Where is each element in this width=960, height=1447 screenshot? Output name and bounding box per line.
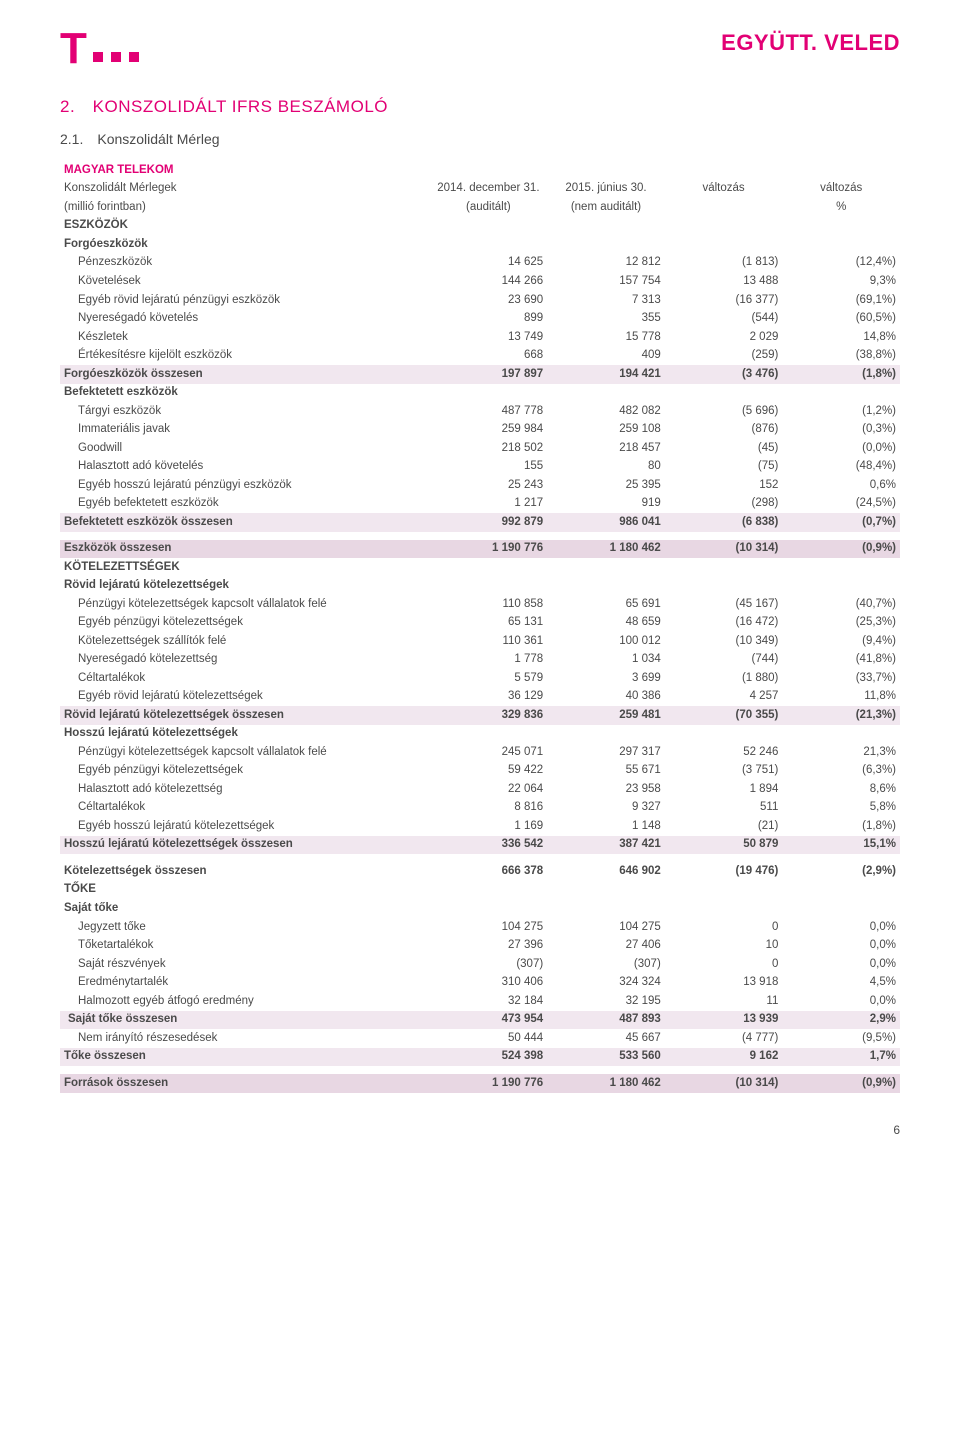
table-row: Egyéb pénzügyi kötelezettségek65 13148 6… [60,614,900,633]
company-name: MAGYAR TELEKOM [60,161,430,180]
table-row: Eredménytartalék310 406324 32413 9184,5% [60,974,900,993]
table-row: Tőke összesen524 398533 5609 1621,7% [60,1048,900,1067]
table-row: Követelések144 266157 75413 4889,3% [60,272,900,291]
table-row: Saját részvények(307)(307)00,0% [60,955,900,974]
table-row: ESZKÖZÖK [60,217,900,236]
table-row: Eszközök összesen1 190 7761 180 462(10 3… [60,540,900,559]
table-row: TŐKE [60,881,900,900]
slogan: EGYÜTT. VELED [721,30,900,56]
table-row: Konszolidált Mérlegek 2014. december 31.… [60,180,900,199]
table-row: Hosszú lejáratú kötelezettségek összesen… [60,836,900,855]
table-row: Immateriális javak259 984259 108(876)(0,… [60,421,900,440]
section-sajat-toke: Saját tőke [60,900,430,919]
table-row: Tőketartalékok27 39627 406100,0% [60,937,900,956]
table-row: Halasztott adó kötelezettség22 06423 958… [60,780,900,799]
table-row: Rövid lejáratú kötelezettségek összesen3… [60,706,900,725]
table-row: Egyéb pénzügyi kötelezettségek59 42255 6… [60,762,900,781]
logo-t-icon: T [60,30,83,67]
table-row: KÖTELEZETTSÉGEK [60,558,900,577]
table-row: Egyéb hosszú lejáratú pénzügyi eszközök2… [60,476,900,495]
section-eszkozok: ESZKÖZÖK [60,217,430,236]
logo: T [60,30,139,67]
page-header: T EGYÜTT. VELED [60,30,900,67]
table-row: Források összesen1 190 7761 180 462(10 3… [60,1074,900,1093]
hdr-subtitle-2: (millió forintban) [60,198,430,217]
table-row: MAGYAR TELEKOM [60,161,900,180]
table-row: Egyéb rövid lejáratú pénzügyi eszközök23… [60,291,900,310]
table-row: Pénzügyi kötelezettségek kapcsolt vállal… [60,595,900,614]
table-row: Értékesítésre kijelölt eszközök668409(25… [60,347,900,366]
logo-dots-icon [93,52,139,62]
table-row: Halmozott egyéb átfogó eredmény32 18432 … [60,992,900,1011]
section-toke: TŐKE [60,881,430,900]
table-row: Halasztott adó követelés15580(75)(48,4%) [60,458,900,477]
section-kotelezettsegek: KÖTELEZETTSÉGEK [60,558,430,577]
table-row: Saját tőke [60,900,900,919]
section-rovid: Rövid lejáratú kötelezettségek [60,577,430,596]
table-row: Nyereségadó kötelezettség1 7781 034(744)… [60,651,900,670]
page-number: 6 [60,1123,900,1137]
table-row: (millió forintban) (auditált) (nem audit… [60,198,900,217]
table-row: Egyéb rövid lejáratú kötelezettségek36 1… [60,688,900,707]
hdr-subtitle-1: Konszolidált Mérlegek [60,180,430,199]
table-row: Saját tőke összesen473 954487 89313 9392… [60,1011,900,1030]
section-forgo: Forgóeszközök [60,235,430,254]
hdr-col-4b: % [782,198,900,217]
subsection-title: 2.1. Konszolidált Mérleg [60,131,900,147]
table-row: Befektetett eszközök összesen992 879986 … [60,513,900,532]
table-row: Rövid lejáratú kötelezettségek [60,577,900,596]
table-row: Tárgyi eszközök487 778482 082(5 696)(1,2… [60,402,900,421]
table-row: Forgóeszközök [60,235,900,254]
table-row: Kötelezettségek szállítók felé110 361100… [60,632,900,651]
balance-sheet-table: MAGYAR TELEKOM Konszolidált Mérlegek 201… [60,161,900,1092]
table-row: Kötelezettségek összesen666 378646 902(1… [60,862,900,881]
table-row: Befektetett eszközök [60,384,900,403]
table-row: Céltartalékok8 8169 3275115,8% [60,799,900,818]
hdr-col-1: 2014. december 31. [430,180,548,199]
table-row: Egyéb hosszú lejáratú kötelezettségek1 1… [60,817,900,836]
hdr-col-3: változás [665,180,783,199]
section-befektetett: Befektetett eszközök [60,384,430,403]
section-hosszu: Hosszú lejáratú kötelezettségek [60,725,430,744]
table-row: Egyéb befektetett eszközök1 217919(298)(… [60,495,900,514]
table-row: Pénzügyi kötelezettségek kapcsolt vállal… [60,743,900,762]
table-row: Céltartalékok5 5793 699(1 880)(33,7%) [60,669,900,688]
table-row: Pénzeszközök14 62512 812(1 813)(12,4%) [60,254,900,273]
table-row: Nem irányító részesedések50 44445 667(4 … [60,1029,900,1048]
table-row: Jegyzett tőke104 275104 27500,0% [60,918,900,937]
table-row: Forgóeszközök összesen197 897194 421(3 4… [60,365,900,384]
table-row: Goodwill218 502218 457(45)(0,0%) [60,439,900,458]
hdr-col-2: 2015. június 30. [547,180,665,199]
hdr-col-1b: (auditált) [430,198,548,217]
section-title: 2. KONSZOLIDÁLT IFRS BESZÁMOLÓ [60,97,900,117]
table-row: Hosszú lejáratú kötelezettségek [60,725,900,744]
hdr-col-2b: (nem auditált) [547,198,665,217]
hdr-col-4: változás [782,180,900,199]
table-row: Nyereségadó követelés899355(544)(60,5%) [60,310,900,329]
table-row: Készletek13 74915 7782 02914,8% [60,328,900,347]
